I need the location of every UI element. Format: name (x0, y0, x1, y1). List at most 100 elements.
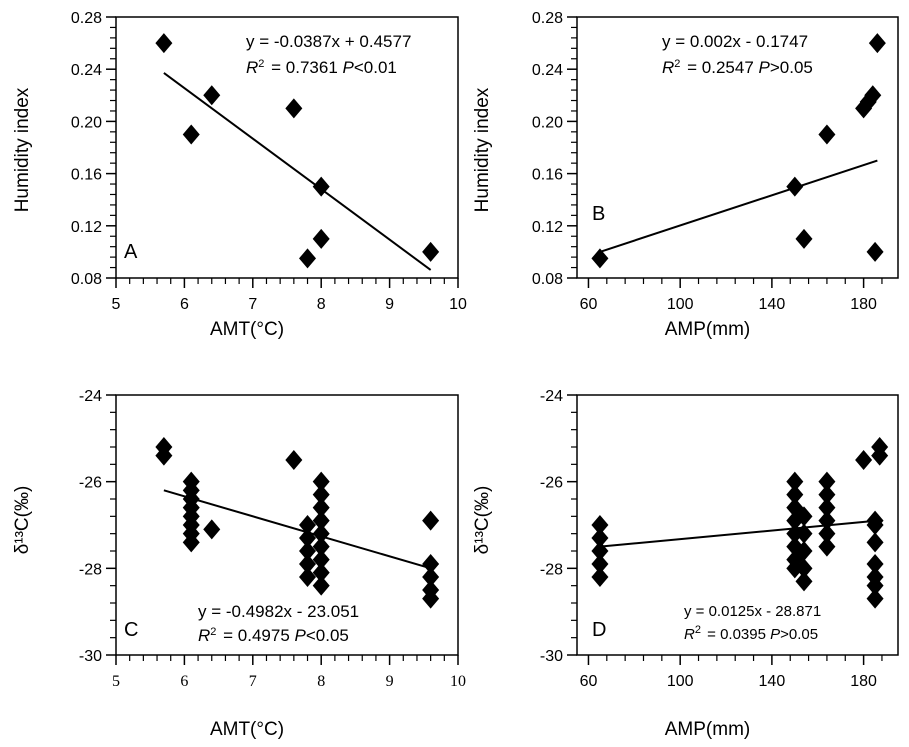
y-axis-label: Humidity index (472, 87, 493, 212)
y-tick-label: 0.20 (71, 114, 102, 131)
data-point (786, 497, 804, 518)
data-point (422, 554, 440, 574)
data-point (312, 549, 330, 570)
p-value: >0.05 (770, 58, 813, 77)
data-point (864, 85, 882, 106)
regression-line (163, 489, 431, 570)
y-tick-label: -26 (540, 475, 563, 492)
p-symbol: P (770, 626, 780, 643)
x-tick-label: 6 (180, 296, 189, 313)
r2-symbol: R (662, 58, 674, 77)
data-point (285, 98, 303, 119)
data-point (866, 588, 884, 609)
data-point (203, 519, 221, 540)
y-axis-label: δ¹³C(‰) (12, 486, 33, 555)
y-tick-label: -30 (540, 648, 563, 665)
data-point (868, 33, 886, 54)
y-tick-label: -28 (79, 561, 102, 578)
data-point (591, 528, 609, 548)
data-point (312, 176, 330, 197)
data-point (818, 471, 836, 492)
data-point (312, 575, 330, 596)
data-point (285, 450, 303, 470)
r2-superscript: 2 (258, 58, 264, 70)
data-point (795, 571, 813, 592)
data-point (312, 562, 330, 583)
x-axis-label: AMP(mm) (665, 719, 750, 740)
regression-stats: R2 = 0.7361 P<0.01 (246, 58, 397, 77)
x-axis-label: AMP(mm) (665, 319, 750, 340)
data-point (299, 567, 317, 587)
r2-value: = 0.0395 (703, 626, 770, 643)
y-tick-label: -24 (79, 388, 102, 405)
x-axis-label: AMT(°C) (210, 319, 284, 340)
panel-d: 60 100 140 180 -30 -28 -26 -24 AMP(mm) δ¹³C(‰) Dy … (472, 388, 899, 740)
y-tick-label: 0.12 (71, 219, 102, 236)
x-tick-label: 100 (667, 296, 694, 313)
data-point (855, 450, 873, 470)
data-point (786, 523, 804, 544)
data-point (818, 510, 836, 531)
data-point (866, 241, 884, 262)
data-point (312, 228, 330, 249)
data-point (866, 575, 884, 596)
x-tick-label: 6 (180, 673, 188, 690)
r2-value: = 0.4975 (218, 626, 294, 645)
data-point (591, 248, 609, 269)
data-point (591, 554, 609, 574)
x-tick-label: 100 (667, 673, 694, 690)
x-tick-label: 140 (759, 296, 786, 313)
regression-equation: y = -0.0387x + 0.4577 (246, 32, 411, 51)
panel-letter: B (592, 203, 605, 225)
regression-line (599, 519, 878, 548)
data-point (866, 554, 884, 574)
data-point (422, 567, 440, 587)
plot-frame (576, 16, 899, 279)
panel-b: 60 100 140 180 0.08 0.12 0.16 0.20 0.24 0.28 AMP(m… (472, 10, 899, 340)
data-point (182, 532, 200, 553)
data-point (795, 228, 813, 249)
y-tick-label: 0.16 (71, 167, 102, 184)
plot-frame (576, 394, 899, 656)
x-tick-label: 140 (759, 673, 786, 690)
x-tick-label: 7 (248, 296, 257, 313)
panel-c: 5 6 7 8 9 10 -30 -28 -26 -24 AMT(°C) δ¹³C(‰) Cy = -0… (12, 388, 466, 740)
y-tick-label: -24 (540, 388, 563, 405)
r2-superscript: 2 (695, 624, 701, 636)
y-tick-label: 0.20 (532, 114, 563, 131)
data-point (299, 515, 317, 535)
data-point (591, 567, 609, 587)
data-point (786, 176, 804, 197)
x-tick-label: 9 (386, 673, 394, 690)
x-tick-label: 5 (112, 673, 120, 690)
data-point (786, 471, 804, 492)
data-point (871, 445, 889, 466)
panel-letter: C (124, 619, 138, 641)
regression-equation: y = 0.0125x - 28.871 (684, 603, 821, 620)
x-tick-label: 180 (850, 296, 877, 313)
data-point (818, 523, 836, 544)
regression-line (599, 159, 878, 253)
data-point (818, 497, 836, 518)
data-point (299, 541, 317, 561)
panel-a: 5 6 7 8 9 10 0.08 0.12 0.16 0.20 0.24 0.28 AMT(°C) Hu… (12, 10, 467, 340)
y-tick-label: -28 (540, 561, 563, 578)
data-point (786, 558, 804, 579)
x-tick-label: 9 (385, 296, 394, 313)
regression-equation: y = 0.002x - 0.1747 (662, 32, 808, 51)
data-point (203, 85, 221, 106)
data-point (155, 33, 173, 54)
data-point (818, 536, 836, 557)
p-symbol: P (759, 58, 771, 77)
data-point (591, 541, 609, 561)
r2-symbol: R (684, 626, 695, 643)
x-tick-label: 5 (112, 296, 121, 313)
regression-equation: y = -0.4982x - 23.051 (198, 602, 359, 621)
data-point (182, 124, 200, 145)
x-tick-label: 180 (850, 673, 877, 690)
x-tick-label: 10 (450, 673, 466, 690)
data-point (795, 523, 813, 544)
y-tick-label: 0.16 (532, 167, 563, 184)
x-tick-label: 60 (580, 673, 598, 690)
data-point (312, 536, 330, 557)
